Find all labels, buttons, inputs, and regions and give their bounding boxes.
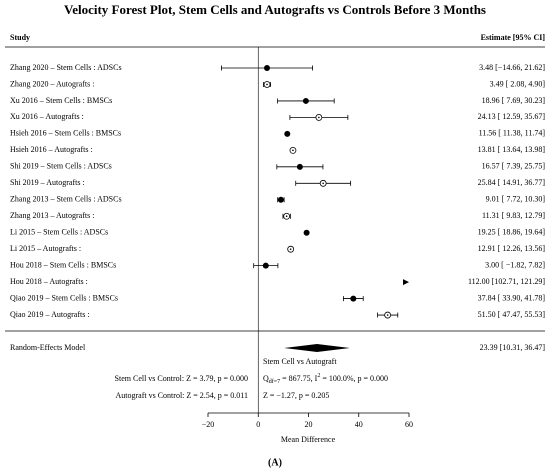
autograft-test: Autograft vs Control: Z = 2.54, p = 0.01…: [116, 391, 249, 400]
estimate-point-center: [292, 149, 294, 152]
study-label: Li 2015 – Stem Cells : ADSCs: [10, 228, 108, 237]
study-label: Hou 2018 – Stem Cells : BMSCs: [10, 260, 116, 269]
estimate-point-center: [289, 248, 292, 250]
study-label: Xu 2016 – Stem Cells : BMSCs: [10, 96, 112, 105]
q-part: = 867.75, I: [280, 374, 318, 383]
estimate-point: [303, 229, 310, 236]
estimate-point: [350, 295, 357, 302]
x-tick-label: 0: [256, 420, 260, 429]
estimate-label: 24.13 [ 12.59, 35.67]: [478, 112, 546, 121]
estimate-label: 19.25 [ 18.86, 19.64]: [478, 228, 546, 237]
x-tick-label: 60: [405, 420, 413, 429]
estimate-label: 51.50 [ 47.47, 55.53]: [478, 310, 546, 319]
estimate-label: 18.96 [ 7.69, 30.23]: [482, 96, 546, 105]
study-label: Zhang 2020 – Stem Cells : ADSCs: [10, 63, 122, 72]
estimate-label: 13.81 [ 13.64, 13.98]: [478, 145, 546, 154]
estimate-point: [302, 97, 309, 104]
chart-title: Velocity Forest Plot, Stem Cells and Aut…: [64, 2, 486, 17]
estimate-point: [263, 65, 270, 71]
study-label: Zhang 2013 – Autografts :: [10, 211, 94, 220]
caption: (A): [268, 457, 282, 468]
estimate-label: 112.00 [102.71, 121.29]: [468, 277, 545, 286]
estimate-point: [296, 163, 303, 170]
study-label: Shi 2019 – Autografts :: [10, 178, 85, 187]
estimate-label: 37.84 [ 33.90, 41.78]: [478, 293, 546, 302]
estimate-point: [262, 262, 269, 269]
comparison-title: Stem Cell vs Autograft: [263, 357, 337, 366]
estimate-label: 3.49 [ 2.08, 4.90]: [490, 79, 546, 88]
estimate-point-center: [285, 215, 288, 218]
estimate-point-center: [322, 182, 324, 185]
study-label: Hsieh 2016 – Stem Cells : BMSCs: [10, 129, 121, 138]
q-part: = 100.0%, p = 0.000: [320, 374, 388, 383]
estimate-point-center: [266, 83, 268, 86]
summary-label: Random-Effects Model: [10, 343, 86, 352]
x-tick-label: 20: [305, 420, 313, 429]
estimate-header: Estimate [95% CI]: [481, 33, 546, 42]
stem-cell-test: Stem Cell vs Control: Z = 3.79, p = 0.00…: [115, 374, 248, 383]
summary-diamond: [284, 344, 350, 352]
estimate-point: [284, 130, 291, 137]
q-part: Q: [263, 374, 269, 383]
estimate-point-center: [386, 314, 389, 316]
study-label: Shi 2019 – Stem Cells : ADSCs: [10, 162, 112, 171]
study-label: Zhang 2013 – Stem Cells : ADSCs: [10, 195, 122, 204]
study-label: Qiao 2019 – Autografts :: [10, 310, 90, 319]
x-tick-label: −20: [202, 420, 215, 429]
estimate-label: 11.31 [ 9.83, 12.79]: [482, 211, 545, 220]
estimate-point: [277, 196, 284, 203]
estimate-label: 11.56 [ 11.38, 11.74]: [479, 129, 546, 138]
study-label: Qiao 2019 – Stem Cells : BMSCs: [10, 293, 118, 302]
q-statistic: Qdf=7 = 867.75, I2 = 100.0%, p = 0.000: [263, 373, 388, 385]
study-label: Hsieh 2016 – Autografts :: [10, 145, 93, 154]
x-axis-label: Mean Difference: [281, 435, 336, 444]
study-label: Li 2015 – Autografts :: [10, 244, 81, 253]
estimate-label: 9.01 [ 7.72, 10.30]: [486, 195, 546, 204]
study-label: Zhang 2020 – Autografts :: [10, 79, 94, 88]
estimate-point-center: [318, 116, 320, 119]
comparison-z: Z = −1.27, p = 0.205: [263, 391, 329, 400]
estimate-label: 12.91 [ 12.26, 13.56]: [478, 244, 546, 253]
q-part: 2: [317, 373, 320, 379]
estimate-label: 16.57 [ 7.39, 25.75]: [482, 162, 546, 171]
estimate-label: 25.84 [ 14.91, 36.77]: [478, 178, 546, 187]
study-label: Xu 2016 – Autografts :: [10, 112, 84, 121]
estimate-label: 3.48 [−14.66, 21.62]: [479, 63, 545, 72]
study-label: Hou 2018 – Autografts :: [10, 277, 88, 286]
q-part: df=7: [269, 378, 280, 385]
study-header: Study: [10, 33, 30, 42]
estimate-label: 3.00 [ −1.82, 7.82]: [485, 260, 545, 269]
off-scale-arrow: [403, 279, 409, 286]
x-tick-label: 40: [355, 420, 363, 429]
summary-value-label: 23.39 [10.31, 36.47]: [480, 343, 546, 352]
